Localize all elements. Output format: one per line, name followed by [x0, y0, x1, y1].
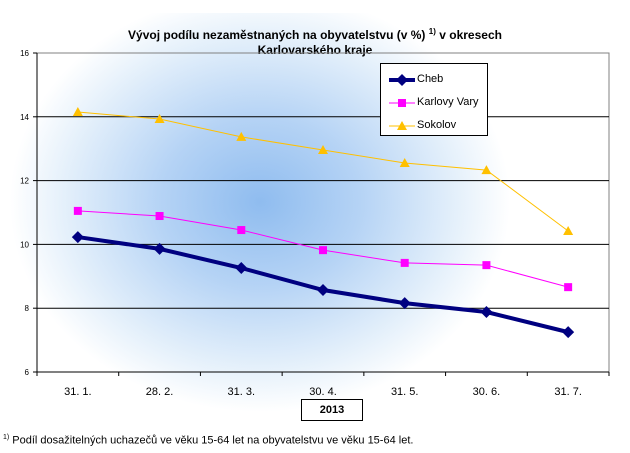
y-tick-label: 12	[20, 177, 29, 186]
diamond-marker	[398, 297, 411, 310]
square-marker	[155, 212, 164, 221]
square-marker	[319, 246, 327, 255]
square-marker	[398, 99, 406, 107]
series-karlovy-vary	[73, 206, 573, 292]
triangle-marker	[318, 144, 328, 154]
diamond-marker	[235, 262, 248, 275]
triangle-marker	[72, 107, 83, 117]
square-marker	[400, 258, 409, 267]
y-tick-label: 16	[20, 49, 29, 58]
series-sokolov	[72, 107, 574, 236]
diamond-marker	[153, 242, 166, 255]
y-tick-label: 14	[20, 113, 29, 122]
x-tick-label: 31. 1.	[64, 386, 92, 398]
diamond-marker	[71, 231, 84, 244]
x-tick-label: 31. 5.	[391, 386, 419, 398]
diamond-marker	[480, 306, 493, 319]
triangle-marker	[481, 165, 492, 175]
diamond-marker	[562, 326, 575, 339]
legend-entry: Karlovy Vary	[381, 93, 487, 113]
plot-area	[36, 52, 610, 373]
y-tick-label: 10	[20, 240, 29, 249]
legend-label: Sokolov	[417, 119, 457, 131]
y-tick-label: 6	[25, 368, 30, 377]
legend-label: Karlovy Vary	[417, 96, 479, 108]
series-line	[77, 111, 569, 232]
diamond-marker	[396, 74, 408, 86]
legend: Cheb Karlovy Vary Sokolov	[380, 63, 488, 136]
triangle-marker	[397, 121, 407, 130]
square-marker	[237, 226, 246, 235]
triangle-marker	[399, 158, 410, 168]
square-marker	[73, 206, 82, 215]
x-tick-label: 30. 4.	[309, 386, 337, 398]
legend-entry: Cheb	[381, 70, 487, 90]
x-tick-label: 28. 2.	[146, 386, 174, 398]
x-tick-label: 31. 7.	[554, 386, 582, 398]
legend-entry: Sokolov	[381, 116, 487, 136]
legend-swatch	[389, 121, 415, 130]
x-axis-label: 2013	[301, 399, 363, 421]
square-marker	[564, 283, 573, 292]
x-tick-label: 31. 3.	[228, 386, 256, 398]
legend-swatch	[389, 99, 415, 107]
triangle-marker	[154, 114, 165, 124]
y-tick-label: 8	[25, 304, 30, 313]
square-marker	[482, 261, 491, 270]
legend-swatch	[389, 74, 415, 86]
diamond-marker	[317, 284, 329, 297]
footnote: 1) Podíl dosažitelných uchazečů ve věku …	[3, 434, 414, 447]
legend-label: Cheb	[417, 73, 444, 85]
triangle-marker	[236, 131, 247, 141]
triangle-marker	[563, 226, 574, 236]
x-tick-label: 30. 6.	[473, 386, 501, 398]
series-cheb	[71, 231, 575, 339]
